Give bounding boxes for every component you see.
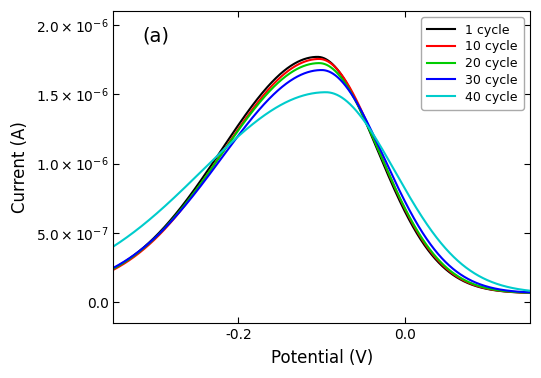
30 cycle bbox=[514, 290, 521, 294]
Line: 20 cycle: 20 cycle bbox=[114, 63, 530, 293]
40 cycle bbox=[438, 242, 445, 246]
1 cycle bbox=[515, 290, 522, 295]
30 cycle bbox=[515, 290, 522, 294]
20 cycle bbox=[302, 63, 308, 68]
40 cycle bbox=[526, 288, 533, 293]
Text: (a): (a) bbox=[143, 27, 169, 46]
10 cycle bbox=[515, 290, 522, 294]
40 cycle bbox=[302, 93, 308, 97]
20 cycle bbox=[515, 290, 522, 294]
20 cycle bbox=[316, 61, 322, 65]
1 cycle bbox=[313, 55, 319, 59]
40 cycle bbox=[514, 287, 521, 291]
20 cycle bbox=[526, 290, 533, 295]
1 cycle bbox=[526, 291, 533, 295]
30 cycle bbox=[526, 290, 533, 295]
30 cycle bbox=[302, 71, 308, 76]
Line: 10 cycle: 10 cycle bbox=[114, 59, 530, 293]
20 cycle bbox=[438, 261, 445, 265]
40 cycle bbox=[515, 287, 522, 291]
Line: 1 cycle: 1 cycle bbox=[114, 57, 530, 293]
1 cycle bbox=[110, 266, 117, 271]
20 cycle bbox=[110, 266, 117, 271]
Y-axis label: Current (A): Current (A) bbox=[11, 121, 29, 213]
1 cycle bbox=[438, 263, 445, 268]
30 cycle bbox=[438, 256, 445, 260]
20 cycle bbox=[131, 253, 138, 257]
1 cycle bbox=[302, 57, 308, 61]
20 cycle bbox=[514, 290, 521, 294]
10 cycle bbox=[131, 254, 138, 259]
30 cycle bbox=[318, 68, 325, 72]
1 cycle bbox=[314, 54, 321, 59]
10 cycle bbox=[514, 290, 521, 294]
Legend: 1 cycle, 10 cycle, 20 cycle, 30 cycle, 40 cycle: 1 cycle, 10 cycle, 20 cycle, 30 cycle, 4… bbox=[421, 17, 524, 110]
40 cycle bbox=[131, 229, 138, 234]
30 cycle bbox=[131, 252, 138, 257]
Line: 40 cycle: 40 cycle bbox=[114, 92, 530, 291]
10 cycle bbox=[302, 59, 308, 64]
30 cycle bbox=[110, 265, 117, 270]
10 cycle bbox=[110, 268, 117, 272]
10 cycle bbox=[313, 57, 319, 61]
20 cycle bbox=[313, 61, 319, 65]
1 cycle bbox=[514, 290, 521, 294]
1 cycle bbox=[131, 253, 138, 257]
10 cycle bbox=[438, 262, 445, 266]
X-axis label: Potential (V): Potential (V) bbox=[270, 349, 373, 367]
10 cycle bbox=[526, 291, 533, 295]
40 cycle bbox=[322, 90, 329, 94]
Line: 30 cycle: 30 cycle bbox=[114, 70, 530, 293]
30 cycle bbox=[313, 68, 319, 73]
10 cycle bbox=[316, 57, 322, 61]
40 cycle bbox=[110, 244, 117, 249]
40 cycle bbox=[313, 91, 319, 95]
